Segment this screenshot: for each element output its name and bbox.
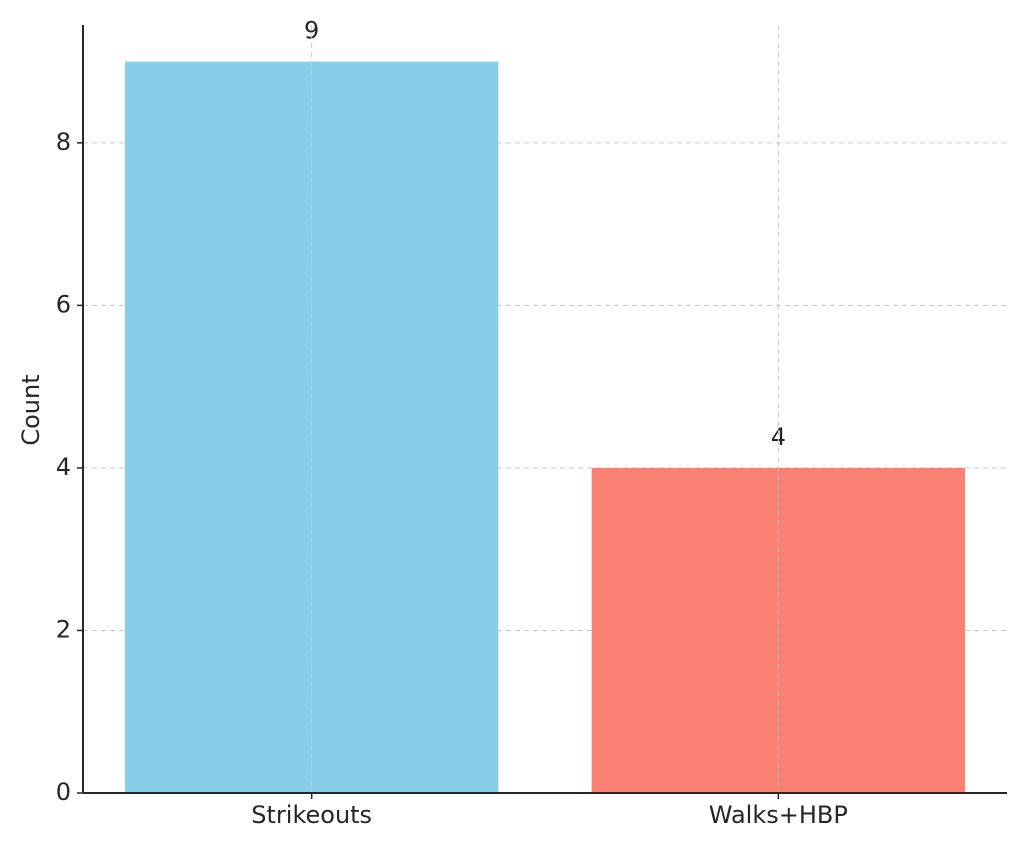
y-tick-label: 6 bbox=[56, 290, 71, 318]
y-tick-label: 4 bbox=[56, 453, 71, 481]
y-tick-label: 8 bbox=[56, 128, 71, 156]
value-label: 4 bbox=[771, 423, 786, 451]
value-label: 9 bbox=[304, 17, 319, 45]
bar bbox=[125, 61, 499, 794]
y-tick-label: 2 bbox=[56, 615, 71, 643]
y-axis-label: Count bbox=[17, 374, 45, 445]
x-tick-label: Strikeouts bbox=[251, 801, 372, 829]
x-tick-label: Walks+HBP bbox=[709, 801, 848, 829]
y-tick-label: 0 bbox=[56, 778, 71, 806]
